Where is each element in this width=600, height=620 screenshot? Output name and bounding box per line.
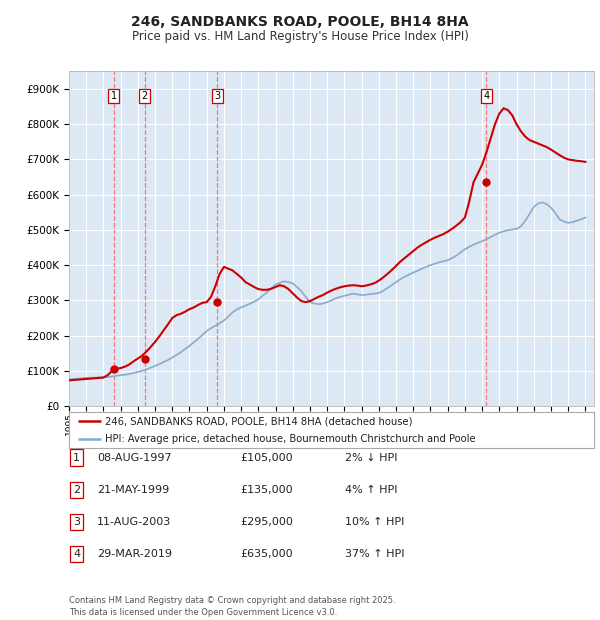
Text: 37% ↑ HPI: 37% ↑ HPI [345,549,404,559]
Text: 2% ↓ HPI: 2% ↓ HPI [345,453,398,463]
Text: 11-AUG-2003: 11-AUG-2003 [97,517,172,527]
Text: £105,000: £105,000 [240,453,293,463]
Text: 246, SANDBANKS ROAD, POOLE, BH14 8HA: 246, SANDBANKS ROAD, POOLE, BH14 8HA [131,16,469,30]
Text: £135,000: £135,000 [240,485,293,495]
Text: 246, SANDBANKS ROAD, POOLE, BH14 8HA (detached house): 246, SANDBANKS ROAD, POOLE, BH14 8HA (de… [105,417,412,427]
Text: £635,000: £635,000 [240,549,293,559]
Text: 3: 3 [73,517,80,527]
Text: 10% ↑ HPI: 10% ↑ HPI [345,517,404,527]
Text: 21-MAY-1999: 21-MAY-1999 [97,485,169,495]
Text: 2: 2 [142,91,148,101]
Text: HPI: Average price, detached house, Bournemouth Christchurch and Poole: HPI: Average price, detached house, Bour… [105,433,475,444]
Text: 1: 1 [110,91,117,101]
Text: 1: 1 [73,453,80,463]
Text: 3: 3 [214,91,220,101]
Text: 2: 2 [73,485,80,495]
Text: 4% ↑ HPI: 4% ↑ HPI [345,485,398,495]
Text: £295,000: £295,000 [240,517,293,527]
Text: 08-AUG-1997: 08-AUG-1997 [97,453,172,463]
Text: 29-MAR-2019: 29-MAR-2019 [97,549,172,559]
Text: 4: 4 [484,91,490,101]
Text: Contains HM Land Registry data © Crown copyright and database right 2025.
This d: Contains HM Land Registry data © Crown c… [69,596,395,617]
Text: 4: 4 [73,549,80,559]
Text: Price paid vs. HM Land Registry's House Price Index (HPI): Price paid vs. HM Land Registry's House … [131,30,469,43]
